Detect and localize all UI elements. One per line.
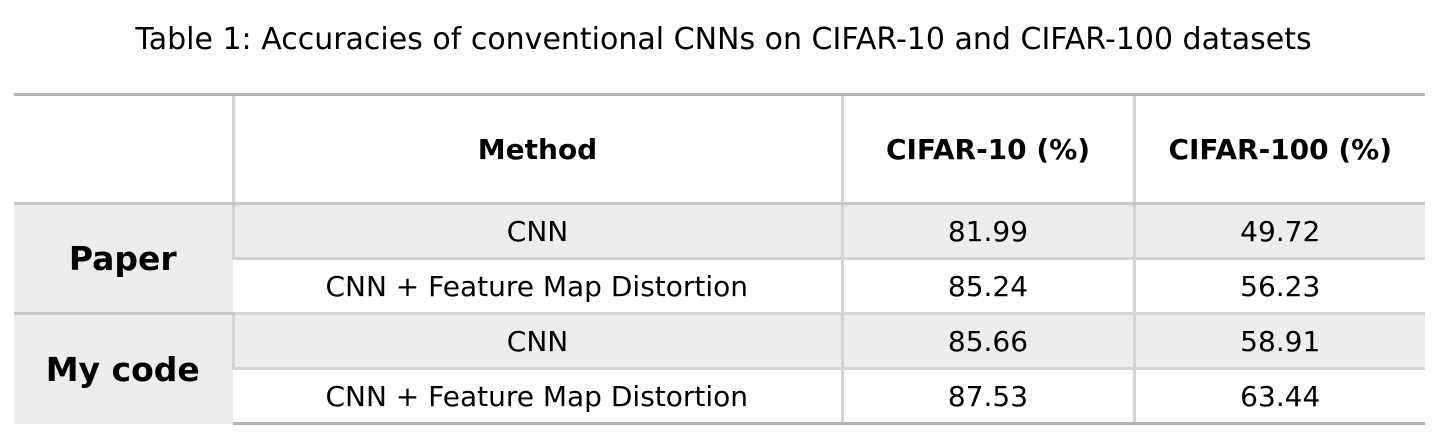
header-row: Method CIFAR-10 (%) CIFAR-100 (%) bbox=[14, 93, 1425, 205]
cifar10-cell: 87.53 bbox=[840, 367, 1134, 425]
table-row: CNN + Feature Map Distortion 85.24 56.23 bbox=[14, 257, 1425, 314]
group-label-paper: Paper bbox=[14, 203, 233, 314]
header-cell-group bbox=[14, 93, 233, 205]
cifar100-cell: 63.44 bbox=[1132, 367, 1425, 425]
table-row: CNN + Feature Map Distortion 87.53 63.44 bbox=[14, 367, 1425, 425]
cifar100-cell: 56.23 bbox=[1132, 257, 1425, 314]
method-cell: CNN bbox=[231, 203, 842, 259]
method-cell: CNN bbox=[231, 312, 842, 369]
cifar10-cell: 85.66 bbox=[840, 312, 1134, 369]
group-label-my-code: My code bbox=[14, 312, 233, 424]
cifar100-cell: 49.72 bbox=[1132, 203, 1425, 259]
results-table: Method CIFAR-10 (%) CIFAR-100 (%) Paper … bbox=[14, 93, 1425, 425]
cifar100-cell: 58.91 bbox=[1132, 312, 1425, 369]
header-cell-cifar10: CIFAR-10 (%) bbox=[840, 93, 1134, 205]
header-cell-method: Method bbox=[231, 93, 842, 205]
cifar10-cell: 81.99 bbox=[840, 203, 1134, 259]
method-cell: CNN + Feature Map Distortion bbox=[233, 367, 842, 425]
header-cell-cifar100: CIFAR-100 (%) bbox=[1132, 93, 1425, 205]
table-row: Paper CNN 81.99 49.72 bbox=[14, 203, 1425, 314]
table-caption: Table 1: Accuracies of conventional CNNs… bbox=[135, 22, 1312, 57]
cifar10-cell: 85.24 bbox=[840, 257, 1134, 314]
method-cell: CNN + Feature Map Distortion bbox=[233, 257, 842, 314]
table-row: My code CNN 85.66 58.91 bbox=[14, 312, 1425, 424]
